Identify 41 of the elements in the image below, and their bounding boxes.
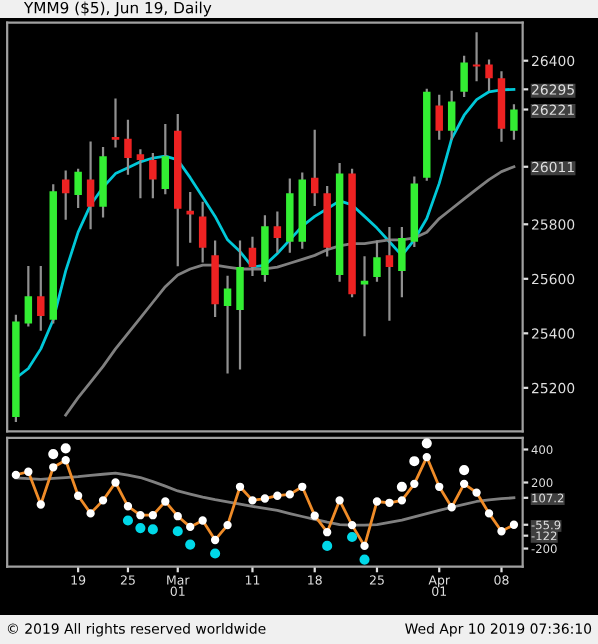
candlestick bbox=[273, 211, 282, 253]
candlestick bbox=[74, 168, 82, 208]
candlestick bbox=[248, 236, 257, 277]
point bbox=[347, 531, 358, 543]
candlestick bbox=[447, 90, 456, 140]
point bbox=[421, 438, 432, 449]
candlestick bbox=[86, 141, 95, 230]
point bbox=[459, 465, 470, 476]
point bbox=[135, 523, 146, 534]
candlestick bbox=[37, 265, 45, 331]
candlestick bbox=[136, 149, 145, 199]
point bbox=[122, 515, 134, 526]
line-series bbox=[14, 87, 516, 380]
line-series bbox=[64, 165, 516, 417]
candlestick bbox=[223, 275, 232, 374]
point bbox=[147, 524, 158, 535]
candlestick bbox=[149, 153, 157, 199]
candlestick bbox=[111, 98, 120, 148]
candlestick bbox=[435, 94, 443, 140]
point bbox=[396, 481, 407, 492]
point bbox=[172, 526, 183, 537]
candlestick bbox=[485, 59, 493, 91]
candlestick bbox=[510, 104, 518, 140]
candlestick bbox=[373, 240, 381, 282]
candlestick bbox=[236, 240, 244, 370]
point bbox=[359, 554, 370, 565]
point bbox=[48, 449, 59, 460]
candlestick bbox=[124, 119, 132, 175]
point bbox=[60, 443, 71, 454]
candlestick bbox=[24, 265, 33, 327]
point bbox=[322, 540, 333, 551]
point bbox=[185, 539, 196, 550]
candlestick bbox=[161, 123, 170, 195]
candlestick bbox=[310, 129, 319, 207]
candlestick bbox=[360, 256, 369, 337]
point bbox=[210, 548, 221, 559]
point bbox=[409, 456, 420, 467]
candlestick bbox=[398, 226, 406, 298]
candlestick bbox=[198, 201, 207, 263]
candlestick bbox=[460, 55, 468, 97]
candlestick bbox=[385, 226, 394, 321]
